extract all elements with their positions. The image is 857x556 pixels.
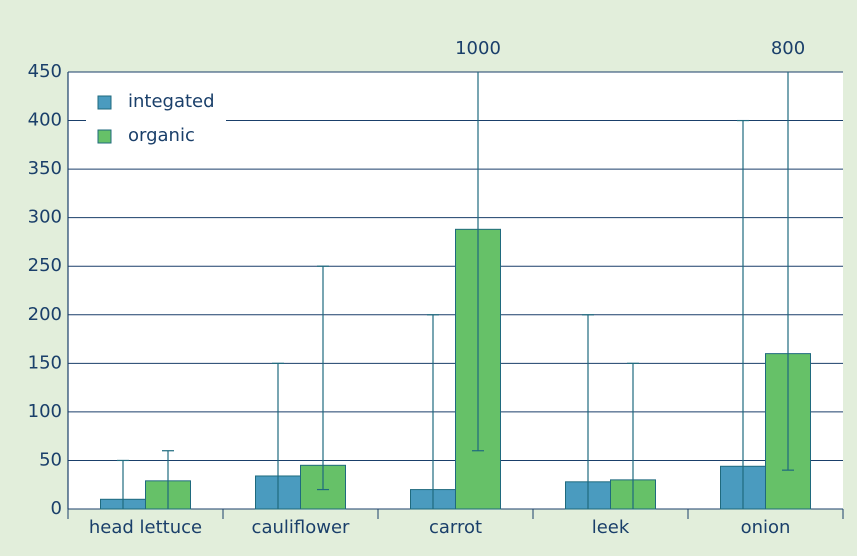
y-tick-label: 400	[28, 110, 62, 131]
x-tick-label: carrot	[429, 517, 482, 538]
y-tick-label: 200	[28, 304, 62, 325]
legend-box	[86, 82, 226, 156]
x-tick-label: onion	[741, 517, 791, 538]
y-tick-label: 150	[28, 352, 62, 373]
x-tick-label: leek	[592, 517, 630, 538]
legend-label: integated	[128, 91, 215, 112]
range-high-label: 800	[771, 38, 805, 59]
x-tick-label: cauliflower	[252, 517, 350, 538]
y-tick-label: 250	[28, 255, 62, 276]
y-tick-label: 450	[28, 61, 62, 82]
y-tick-label: 50	[39, 449, 62, 470]
y-tick-label: 0	[51, 498, 62, 519]
legend-swatch	[97, 95, 112, 110]
range-high-label: 1000	[455, 38, 501, 59]
x-tick-label: head lettuce	[89, 517, 202, 538]
y-tick-label: 350	[28, 158, 62, 179]
legend-label: organic	[128, 125, 195, 146]
legend-swatch	[97, 129, 112, 144]
y-tick-label: 300	[28, 207, 62, 228]
y-tick-label: 100	[28, 401, 62, 422]
